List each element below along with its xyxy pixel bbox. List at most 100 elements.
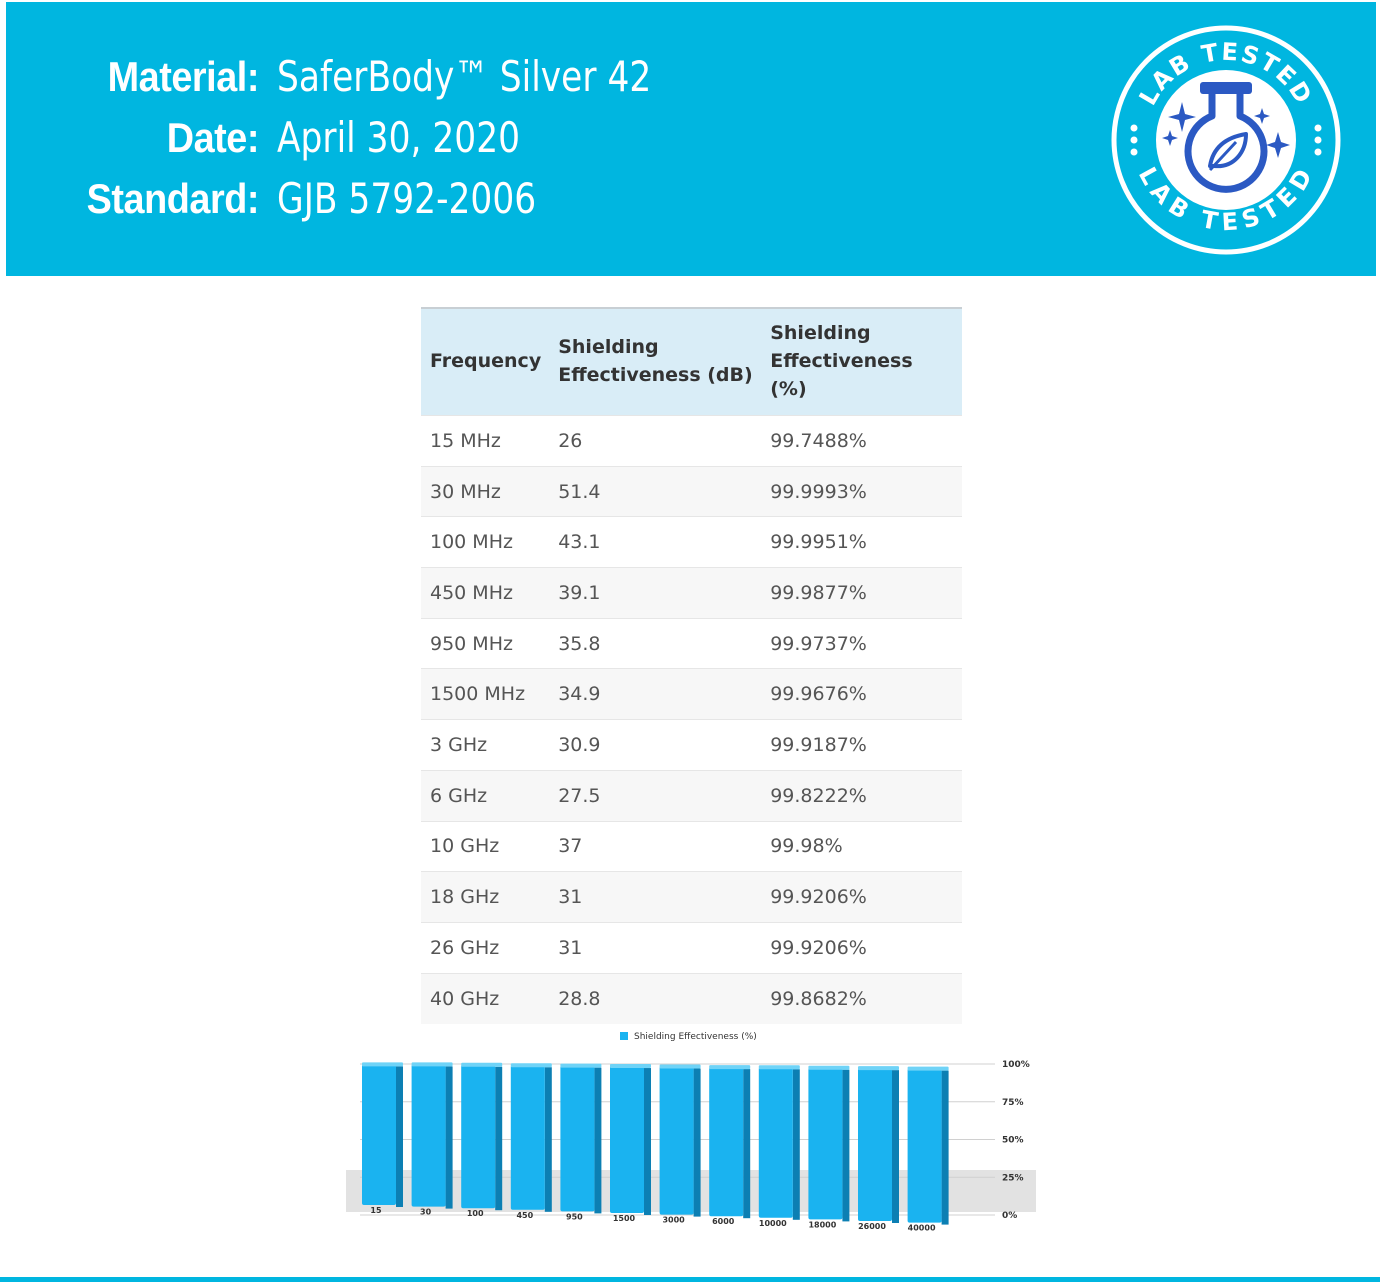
cell-frequency: 30 MHz (421, 465, 550, 517)
header-frequency: Frequency (421, 307, 550, 416)
cell-db: 26 (549, 415, 762, 467)
bar-top (858, 1066, 899, 1071)
bar-side (743, 1069, 751, 1219)
chart-xtick-label: 1500 (613, 1214, 636, 1223)
chart-ytick-label: 50% (1002, 1136, 1024, 1146)
chart-ytick-label: 100% (1002, 1060, 1030, 1070)
chart-xtick-label: 950 (566, 1212, 583, 1221)
bar-top (808, 1065, 850, 1070)
footer-accent-line (0, 1277, 1380, 1282)
badge-dots (1130, 124, 1322, 156)
bar-top (610, 1064, 651, 1069)
cell-frequency: 1500 MHz (421, 668, 550, 720)
bar (362, 1064, 396, 1205)
meta-block: Material: SaferBody™ Silver 42 Date: Apr… (6, 52, 733, 235)
chart-xtick-label: 450 (516, 1211, 533, 1220)
meta-row-standard: Standard: GJB 5792-2006 (6, 174, 733, 235)
bar (709, 1067, 744, 1217)
table-row: 950 MHz 35.8 99.9737% (421, 617, 962, 669)
cell-db: 27.5 (549, 769, 762, 821)
meta-label: Standard: (86, 175, 260, 222)
cell-percent: 99.7488% (761, 415, 962, 467)
bar (560, 1065, 595, 1212)
bar-top (362, 1062, 403, 1067)
cell-percent: 99.8682% (761, 972, 962, 1024)
bar-top (758, 1065, 800, 1070)
table-row: 40 GHz 28.8 99.8682% (421, 972, 962, 1024)
cell-frequency: 18 GHz (421, 871, 550, 923)
chart-xtick-label: 10000 (759, 1219, 787, 1228)
cell-db: 51.4 (549, 465, 762, 517)
cell-frequency: 40 GHz (421, 972, 550, 1024)
table-row: 6 GHz 27.5 99.8222% (421, 769, 962, 821)
cell-db: 28.8 (549, 972, 762, 1024)
table-row: 26 GHz 31 99.9206% (421, 921, 962, 974)
legend-label: Shielding Effectiveness (%) (634, 1032, 757, 1042)
meta-row-date: Date: April 30, 2020 (6, 113, 733, 174)
chart-xtick-label: 40000 (908, 1224, 936, 1233)
bar-side (693, 1068, 701, 1217)
bar (659, 1066, 694, 1215)
table-row: 18 GHz 31 99.9206% (421, 871, 962, 923)
cell-percent: 99.9206% (761, 921, 962, 974)
meta-value: GJB 5792-2006 (277, 174, 537, 223)
cell-percent: 99.9737% (761, 617, 962, 669)
meta-label: Date: (166, 114, 260, 161)
bar (411, 1064, 446, 1207)
cell-frequency: 100 MHz (421, 516, 550, 568)
table-header-row: Frequency Shielding Effectiveness (dB) S… (421, 307, 962, 416)
bar-side (396, 1066, 403, 1207)
chart-xtick-label: 15 (370, 1206, 382, 1215)
bar (610, 1066, 644, 1213)
header-effectiveness-db: Shielding Effectiveness (dB) (549, 307, 762, 416)
bar (907, 1068, 942, 1223)
cell-frequency: 950 MHz (421, 617, 550, 669)
bar-side (445, 1066, 453, 1209)
chart-xtick-label: 18000 (808, 1220, 836, 1229)
cell-db: 34.9 (549, 668, 762, 720)
chart-xtick-label: 6000 (712, 1217, 735, 1226)
table-row: 10 GHz 37 99.98% (421, 820, 962, 872)
bar (858, 1068, 892, 1221)
table-row: 30 MHz 51.4 99.9993% (421, 465, 962, 517)
bar-side (594, 1067, 602, 1214)
cell-db: 35.8 (549, 617, 762, 669)
meta-row-material: Material: SaferBody™ Silver 42 (6, 52, 733, 113)
chart-xtick-label: 100 (467, 1209, 484, 1218)
lab-tested-badge: LAB TESTED LAB TESTED (1111, 25, 1341, 255)
bar-side (892, 1070, 899, 1223)
cell-db: 37 (549, 820, 762, 872)
bar-top (461, 1062, 503, 1067)
chart-ytick-label: 75% (1002, 1098, 1024, 1108)
bar (758, 1067, 793, 1218)
cell-db: 30.9 (549, 719, 762, 771)
bar-side (544, 1067, 552, 1212)
bar-top (709, 1065, 751, 1070)
effectiveness-bar-chart: 0% 25% 50% 75% 100% Shielding Effectiveness (… (346, 1032, 1036, 1233)
bar-side (792, 1069, 800, 1220)
chart-xtick-label: 30 (420, 1208, 432, 1217)
meta-value: SaferBody™ Silver 42 (277, 52, 652, 101)
table-row: 15 MHz 26 99.7488% (421, 415, 962, 467)
chart-xtick-label: 3000 (662, 1216, 685, 1225)
cell-percent: 99.9206% (761, 871, 962, 923)
cell-frequency: 10 GHz (421, 820, 550, 872)
bar (461, 1064, 496, 1209)
cell-frequency: 15 MHz (421, 415, 550, 467)
cell-frequency: 450 MHz (421, 567, 550, 619)
bar-side (941, 1070, 949, 1225)
chart-ytick-label: 0% (1002, 1211, 1017, 1221)
bar (510, 1065, 545, 1210)
table-row: 100 MHz 43.1 99.9951% (421, 516, 962, 568)
cell-percent: 99.9676% (761, 668, 962, 720)
bar-top (659, 1064, 701, 1069)
chart-ytick-label: 25% (1002, 1173, 1024, 1183)
cell-frequency: 3 GHz (421, 719, 550, 771)
cell-percent: 99.9877% (761, 567, 962, 619)
cell-db: 31 (549, 921, 762, 974)
cell-frequency: 26 GHz (421, 921, 550, 974)
bar-side (842, 1069, 850, 1222)
cell-db: 39.1 (549, 567, 762, 619)
bar-top (907, 1066, 949, 1071)
meta-value: April 30, 2020 (277, 113, 521, 162)
